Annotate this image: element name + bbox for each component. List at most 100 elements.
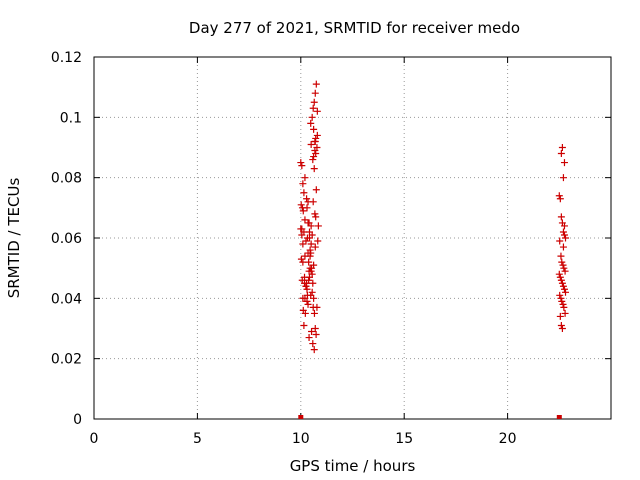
data-point <box>313 303 321 311</box>
chart-title: Day 277 of 2021, SRMTID for receiver med… <box>189 19 520 37</box>
data-point <box>300 321 308 329</box>
data-point <box>561 309 569 317</box>
data-point <box>560 264 568 272</box>
data-point <box>310 153 318 161</box>
data-point <box>307 140 315 148</box>
data-point <box>560 222 568 230</box>
data-point <box>560 159 568 167</box>
axis-ticks: 0 5 10 15 20 0 0.02 0.04 0.06 0.08 0.1 0.12 <box>51 50 611 447</box>
plot-area-frame <box>93 56 612 420</box>
data-point <box>300 189 308 197</box>
data-point <box>310 165 318 173</box>
data-point <box>309 279 317 287</box>
data-point <box>303 291 311 299</box>
x-tick-label: 15 <box>395 431 413 447</box>
data-point <box>312 213 320 221</box>
data-point <box>311 89 319 97</box>
data-point <box>562 288 570 296</box>
data-point <box>310 309 318 317</box>
data-point <box>298 231 306 239</box>
data-point <box>308 288 316 296</box>
data-point <box>556 291 564 299</box>
data-point <box>310 294 318 302</box>
x-tick-label: 20 <box>499 431 517 447</box>
data-point <box>299 240 307 248</box>
data-point <box>297 159 305 167</box>
y-tick-label: 0.12 <box>51 50 82 66</box>
data-point <box>557 321 565 329</box>
data-point <box>311 243 319 251</box>
data-point <box>556 237 564 245</box>
data-point <box>557 252 565 260</box>
data-point <box>308 264 316 272</box>
x-axis-label: GPS time / hours <box>290 457 416 475</box>
y-tick-label: 0.04 <box>51 291 82 307</box>
data-point <box>311 137 319 145</box>
data-point <box>556 273 564 281</box>
data-point <box>299 306 307 314</box>
data-point <box>302 282 310 290</box>
y-axis-label: SRMTID / TECUs <box>5 178 23 299</box>
data-point <box>311 325 319 332</box>
data-point <box>301 174 309 182</box>
data-point <box>298 162 306 170</box>
data-point <box>559 300 567 308</box>
data-point <box>310 125 318 133</box>
data-point <box>299 207 307 215</box>
data-point <box>304 219 312 227</box>
data-point <box>312 186 320 194</box>
data-point <box>559 282 567 290</box>
data-point <box>562 234 570 242</box>
data-point <box>557 213 565 221</box>
baseline-marker <box>556 415 562 419</box>
data-point <box>312 134 320 142</box>
y-tick-label: 0.08 <box>51 171 82 187</box>
data-point <box>313 131 321 139</box>
data-point <box>305 234 313 242</box>
data-point <box>312 80 320 88</box>
data-point <box>297 255 305 263</box>
data-point <box>559 174 567 182</box>
data-point <box>307 249 315 257</box>
data-point <box>301 216 309 224</box>
data-point <box>299 258 307 266</box>
data-point <box>559 261 567 269</box>
x-tick-label: 5 <box>193 431 202 447</box>
data-point <box>310 98 318 106</box>
data-point <box>306 252 314 260</box>
data-point <box>561 267 569 275</box>
data-point <box>298 225 306 233</box>
data-point <box>307 222 315 230</box>
data-point <box>309 156 317 164</box>
data-point <box>313 107 321 115</box>
data-point <box>559 228 567 236</box>
data-point <box>558 279 566 287</box>
data-point <box>314 237 322 245</box>
data-point <box>559 243 567 251</box>
data-point <box>310 346 318 354</box>
data-point <box>305 334 313 342</box>
data-point <box>303 204 311 212</box>
data-point <box>556 195 564 203</box>
data-point <box>555 192 563 200</box>
data-point <box>309 198 317 206</box>
data-point <box>560 303 568 311</box>
data-point <box>309 104 317 112</box>
data-point <box>560 231 568 239</box>
grid-lines <box>94 57 611 419</box>
data-point <box>303 285 311 293</box>
data-point <box>302 237 310 245</box>
data-point <box>308 328 316 336</box>
data-point <box>308 113 316 121</box>
y-tick-label: 0.06 <box>51 231 82 247</box>
data-point <box>303 195 311 203</box>
data-point <box>557 150 565 158</box>
data-point <box>557 294 565 302</box>
data-point <box>308 270 316 278</box>
data-point <box>301 273 309 281</box>
data-point <box>297 201 305 209</box>
data-point <box>304 300 312 308</box>
data-point <box>560 285 568 293</box>
data-point <box>312 331 320 339</box>
